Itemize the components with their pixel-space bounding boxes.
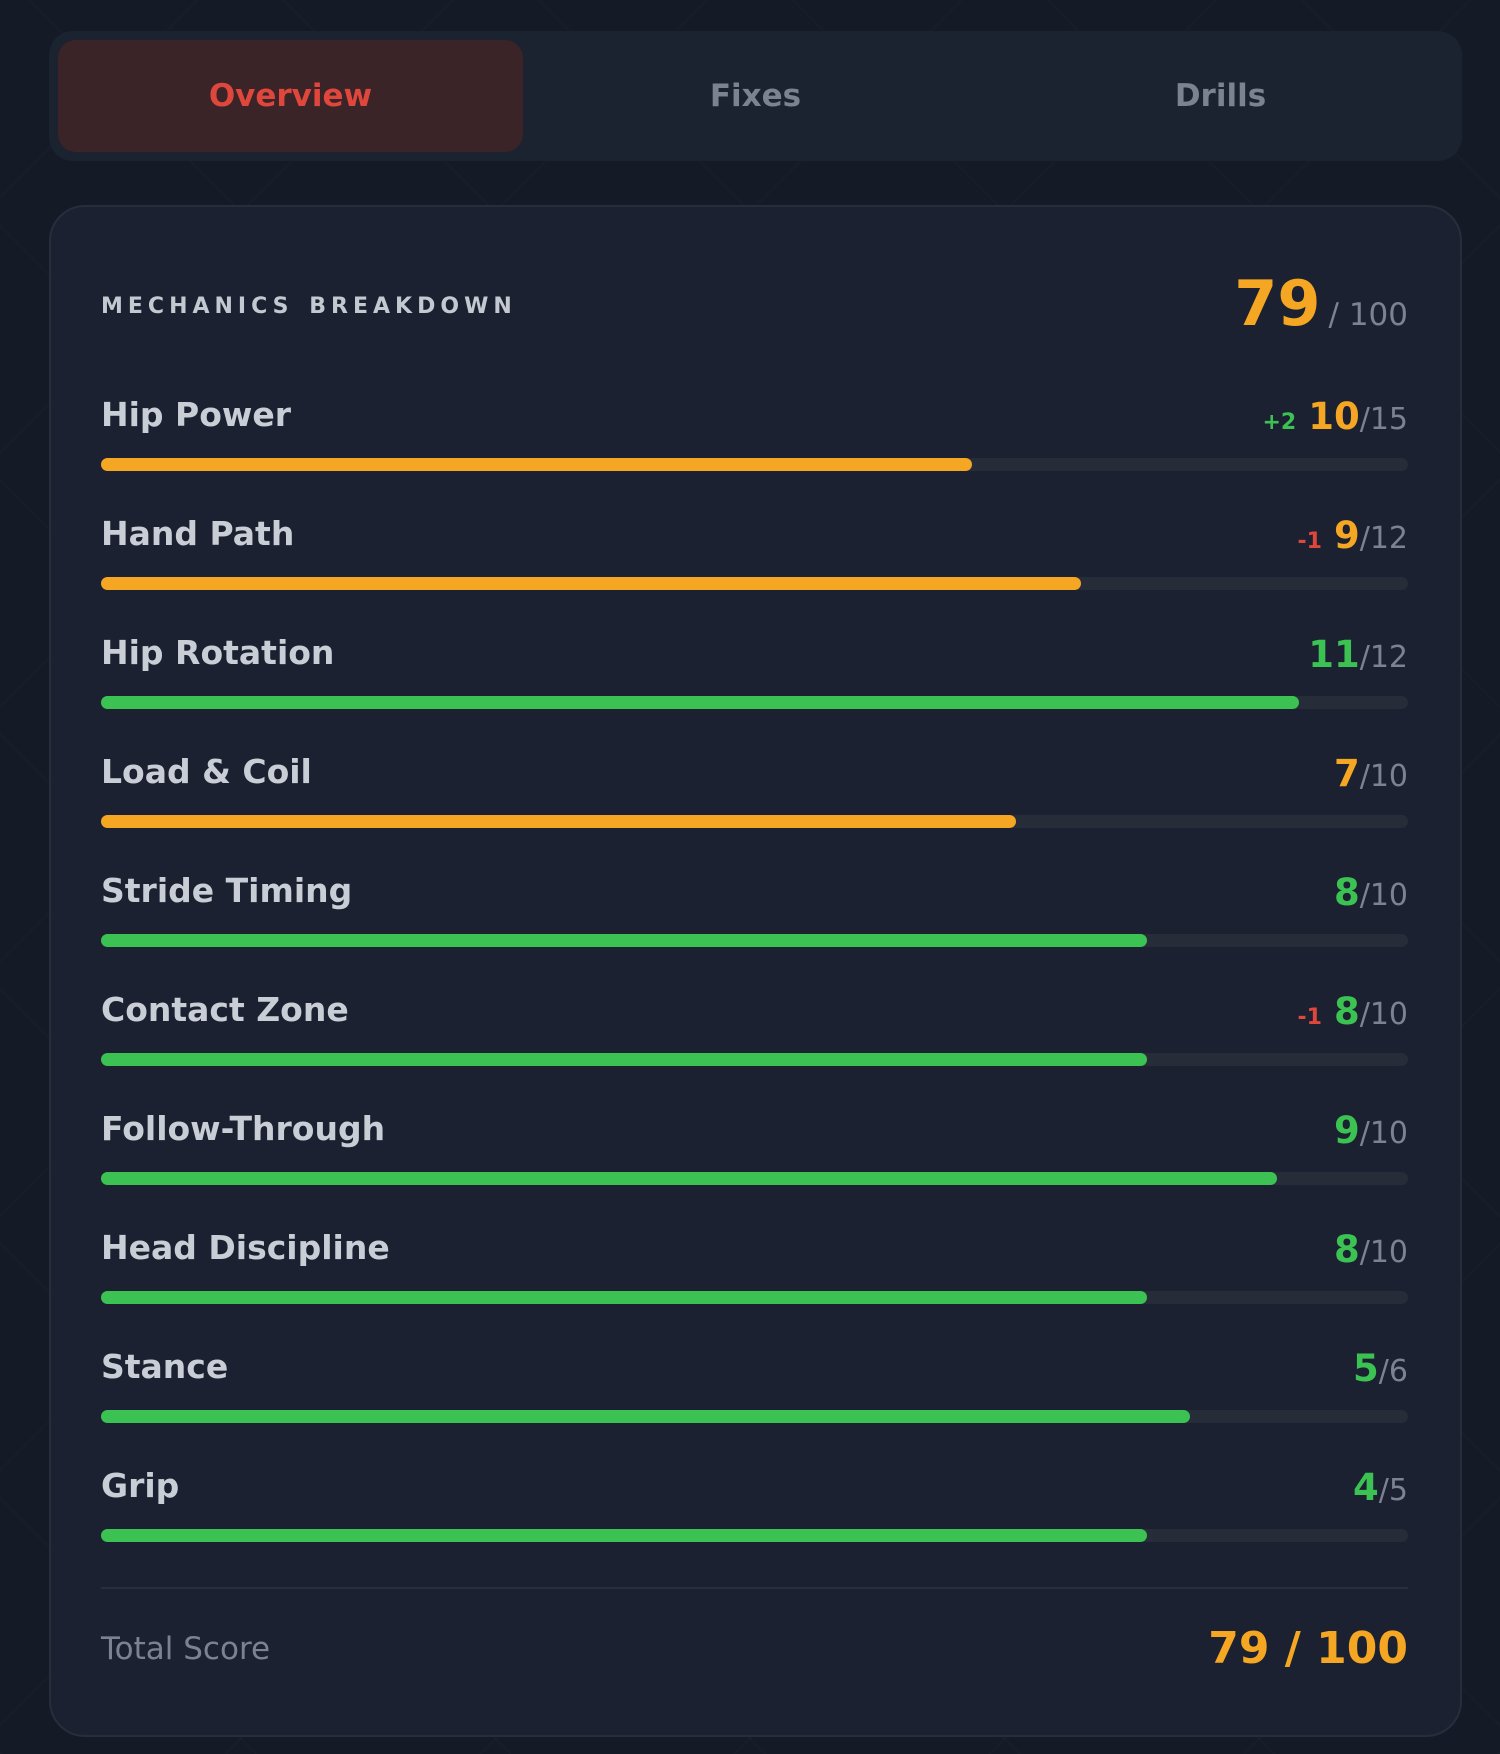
metric-max: /10: [1359, 878, 1408, 913]
metric-row: Grip 4/5: [101, 1466, 1408, 1585]
metric-score: +2 10/15: [1262, 395, 1408, 438]
metric-value: 9: [1333, 514, 1360, 557]
metric-row: Stance 5/6: [101, 1347, 1408, 1466]
progress-fill: [101, 1529, 1147, 1542]
progress-fill: [101, 577, 1082, 590]
progress-track: [101, 1053, 1408, 1066]
progress-fill: [101, 696, 1300, 709]
total-score-label: Total Score: [101, 1631, 271, 1667]
metrics-list: Hip Power +2 10/15 Hand Path -1 9/12 Hip Rotat…: [101, 395, 1408, 1585]
header-score: 79 / 100: [1234, 267, 1408, 340]
metric-label: Grip: [101, 1466, 180, 1505]
metric-label: Stance: [101, 1347, 229, 1386]
tab-fixes[interactable]: Fixes: [709, 78, 802, 114]
metric-score: 8/10: [1334, 1228, 1408, 1271]
divider: [101, 1587, 1408, 1589]
metric-row: Load & Coil 7/10: [101, 752, 1408, 871]
metric-row: Hip Power +2 10/15: [101, 395, 1408, 514]
metric-row: Stride Timing 8/10: [101, 871, 1408, 990]
metric-label: Follow-Through: [101, 1109, 386, 1148]
metric-max: /10: [1359, 1116, 1408, 1151]
progress-fill: [101, 458, 973, 471]
metric-max: /5: [1378, 1473, 1408, 1508]
metric-score: 7/10: [1334, 752, 1408, 795]
metric-score: 5/6: [1353, 1347, 1408, 1390]
progress-track: [101, 1529, 1408, 1542]
metric-value: 9: [1333, 1109, 1360, 1152]
metric-label: Hip Rotation: [101, 633, 335, 672]
metric-max: /12: [1359, 640, 1408, 675]
header-score-value: 79: [1234, 267, 1321, 340]
metric-max: /10: [1359, 1235, 1408, 1270]
tab-drills[interactable]: Drills: [1174, 78, 1267, 114]
metric-value: 11: [1308, 633, 1360, 676]
metric-label: Head Discipline: [101, 1228, 390, 1267]
metric-score: 4/5: [1353, 1466, 1408, 1509]
progress-track: [101, 1410, 1408, 1423]
metric-value: 7: [1333, 752, 1360, 795]
metric-max: /10: [1359, 759, 1408, 794]
card-title: Mechanics Breakdown: [101, 285, 517, 321]
metric-score: -1 8/10: [1298, 990, 1408, 1033]
total-score-value: 79 / 100: [1208, 1623, 1408, 1674]
metric-delta: -1: [1297, 1005, 1322, 1030]
metric-label: Load & Coil: [101, 752, 312, 791]
metric-row: Follow-Through 9/10: [101, 1109, 1408, 1228]
progress-fill: [101, 1410, 1191, 1423]
metric-label: Hip Power: [101, 395, 292, 434]
progress-track: [101, 577, 1408, 590]
metric-value: 5: [1353, 1347, 1379, 1390]
metric-score: 9/10: [1334, 1109, 1408, 1152]
metric-row: Hand Path -1 9/12: [101, 514, 1408, 633]
metric-score: -1 9/12: [1298, 514, 1408, 557]
progress-fill: [101, 815, 1016, 828]
metric-delta: +2: [1262, 410, 1297, 435]
progress-track: [101, 1172, 1408, 1185]
metric-max: /6: [1378, 1354, 1408, 1389]
metric-label: Stride Timing: [101, 871, 353, 910]
tab-overview[interactable]: Overview: [58, 40, 523, 152]
metric-score: 11/12: [1308, 633, 1408, 676]
metric-delta: -1: [1297, 529, 1322, 554]
tab-bar: Overview Fixes Drills: [49, 31, 1462, 161]
metric-label: Hand Path: [101, 514, 295, 553]
header-score-max: / 100: [1328, 297, 1408, 333]
mechanics-card: Mechanics Breakdown 79 / 100 Hip Power +2…: [49, 205, 1462, 1737]
metric-value: 8: [1333, 871, 1360, 914]
progress-fill: [101, 934, 1147, 947]
metric-max: /12: [1359, 521, 1408, 556]
progress-track: [101, 1291, 1408, 1304]
metric-label: Contact Zone: [101, 990, 349, 1029]
card-header: Mechanics Breakdown 79 / 100: [101, 267, 1408, 347]
metric-row: Hip Rotation 11/12: [101, 633, 1408, 752]
metric-max: /15: [1359, 402, 1408, 437]
metric-row: Contact Zone -1 8/10: [101, 990, 1408, 1109]
progress-track: [101, 458, 1408, 471]
progress-fill: [101, 1172, 1278, 1185]
metric-value: 10: [1308, 395, 1360, 438]
metric-value: 8: [1333, 990, 1360, 1033]
metric-value: 4: [1353, 1466, 1379, 1509]
metric-score: 8/10: [1334, 871, 1408, 914]
progress-fill: [101, 1291, 1147, 1304]
metric-max: /10: [1359, 997, 1408, 1032]
progress-track: [101, 815, 1408, 828]
metric-row: Head Discipline 8/10: [101, 1228, 1408, 1347]
progress-fill: [101, 1053, 1147, 1066]
metric-value: 8: [1333, 1228, 1360, 1271]
progress-track: [101, 934, 1408, 947]
progress-track: [101, 696, 1408, 709]
